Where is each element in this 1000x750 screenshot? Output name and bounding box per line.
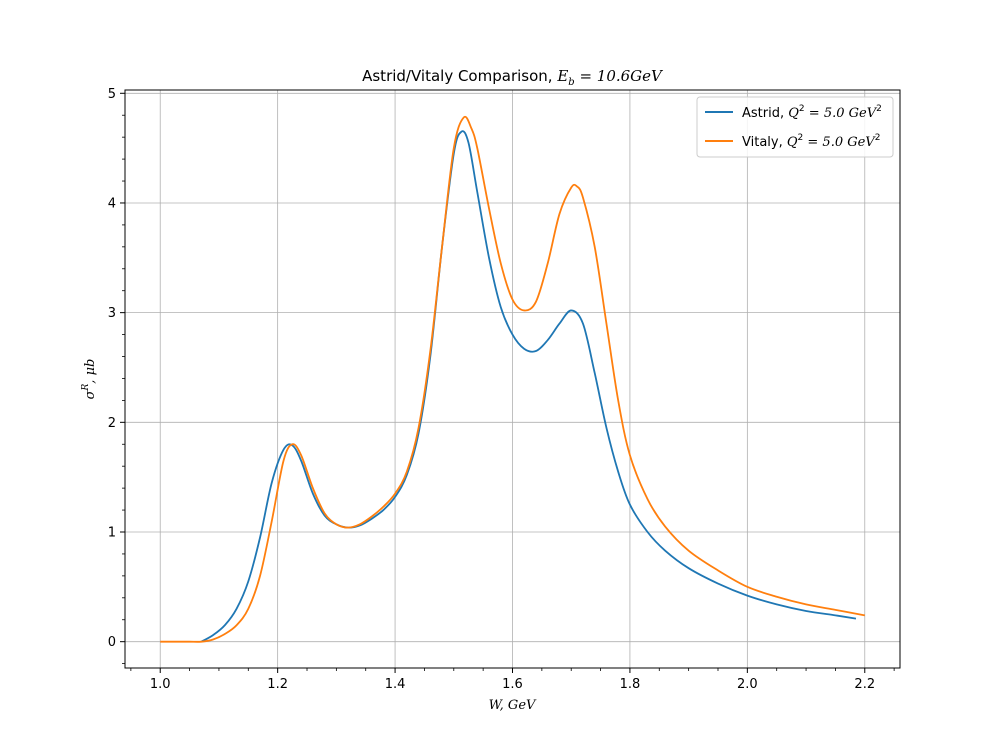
y-tick-label: 2 [108, 416, 116, 431]
x-axis-label: W, GeV [489, 698, 537, 713]
legend-label-vitaly: Vitaly, Q2 = 5.0 GeV2 [742, 133, 880, 150]
x-tick-label: 1.8 [620, 677, 641, 692]
legend: Astrid, Q2 = 5.0 GeV2 Vitaly, Q2 = 5.0 G… [696, 96, 894, 158]
ticks: 1.0 1.2 1.4 1.6 1.8 2.0 2.2 0 1 2 3 4 5 [108, 87, 895, 692]
x-tick-label: 1.4 [385, 677, 406, 692]
x-tick-label: 2.0 [737, 677, 758, 692]
chart-title: Astrid/Vitaly Comparison, Eb = 10.6GeV [362, 67, 664, 88]
y-tick-label: 0 [108, 635, 116, 650]
x-tick-label: 1.0 [150, 677, 171, 692]
legend-label-astrid: Astrid, Q2 = 5.0 GeV2 [742, 104, 882, 121]
y-axis-label: σR, μb [81, 359, 98, 400]
x-tick-label: 2.2 [854, 677, 875, 692]
y-tick-label: 1 [108, 526, 116, 541]
grid [125, 90, 900, 668]
x-tick-label: 1.2 [267, 677, 288, 692]
x-tick-label: 1.6 [502, 677, 523, 692]
y-tick-label: 4 [108, 196, 116, 211]
series-line-vitaly [160, 115, 865, 643]
series-line-astrid [200, 130, 857, 643]
y-tick-label: 5 [108, 87, 116, 102]
y-tick-label: 3 [108, 306, 116, 321]
plot-lines [160, 115, 865, 643]
legend-box [696, 96, 894, 158]
